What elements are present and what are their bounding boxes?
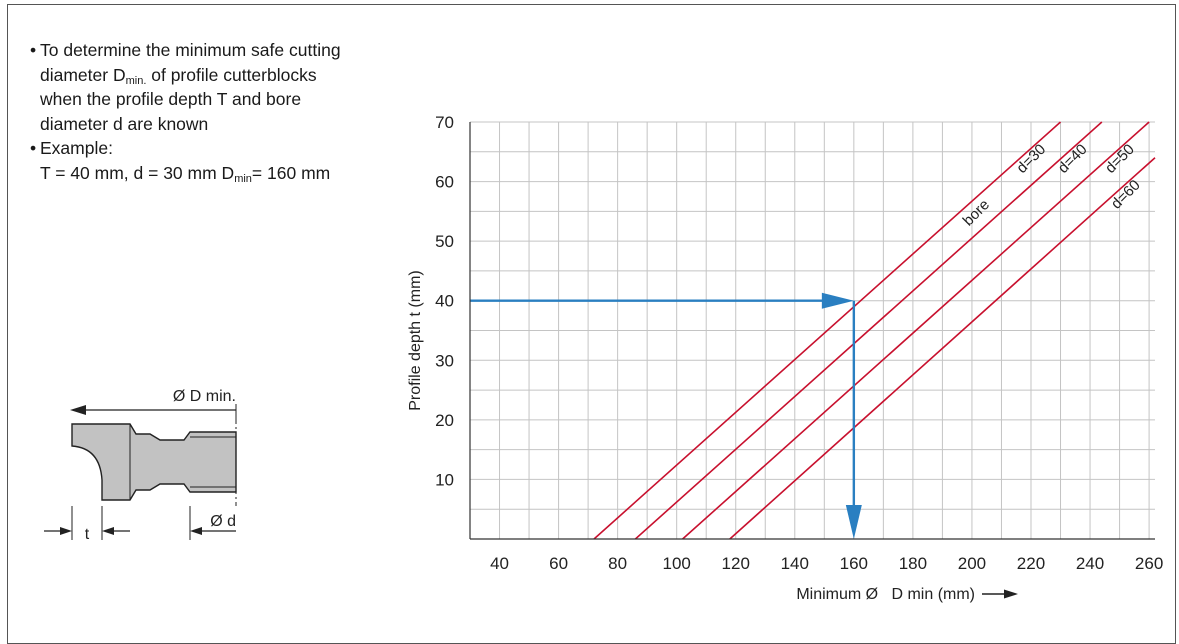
outer-diameter-label: Ø D min. — [173, 388, 236, 405]
description-text: • To determine the minimum safe cutting di… — [30, 38, 420, 185]
example-arrows — [470, 292, 862, 539]
x-tick-label: 120 — [722, 554, 750, 573]
y-tick-labels: 10 20 30 40 50 60 70 — [435, 113, 454, 489]
description-line: • To determine the minimum safe cutting — [30, 38, 420, 63]
subscript: min. — [125, 74, 147, 87]
cutterblock-diagram: Ø D min. t Ø d — [44, 388, 237, 543]
description-text-run: diameter D — [40, 64, 126, 85]
description-text-run: T = 40 mm, d = 30 mm D — [40, 162, 235, 183]
y-tick-label: 40 — [435, 292, 454, 311]
example-arrowhead-vertical — [845, 505, 862, 539]
x-axis-label: Minimum Ø D min (mm) — [796, 586, 975, 603]
description-text-run: To determine the minimum safe cutting — [40, 40, 341, 60]
series-line — [634, 121, 1103, 540]
series-line — [593, 121, 1062, 540]
bore-diameter-label: Ø d — [210, 513, 236, 530]
series-line — [682, 121, 1150, 540]
x-axis-arrow — [982, 589, 1018, 599]
grid — [470, 121, 1155, 539]
x-tick-label: 80 — [608, 554, 627, 573]
y-tick-label: 70 — [435, 113, 454, 132]
y-tick-label: 30 — [435, 351, 454, 370]
x-tick-label: 200 — [958, 554, 986, 573]
x-tick-label: 100 — [662, 554, 690, 573]
series-line — [729, 157, 1156, 540]
description-text-run: of profile cutterblocks — [146, 64, 317, 85]
axes — [469, 122, 1155, 540]
example-arrowhead-horizontal — [821, 292, 854, 309]
x-tick-label: 260 — [1135, 554, 1163, 573]
subscript: min — [234, 172, 252, 185]
description-line: diameter d are known — [30, 112, 420, 137]
bore-dimension — [189, 506, 236, 540]
x-tick-label: 220 — [1017, 554, 1045, 573]
x-tick-label: 60 — [549, 554, 568, 573]
x-tick-label: 240 — [1076, 554, 1104, 573]
depth-label: t — [85, 526, 90, 543]
x-tick-label: 140 — [781, 554, 809, 573]
y-axis-label: Profile depth t (mm) — [407, 270, 424, 410]
description-text-run: = 160 mm — [251, 162, 331, 183]
x-tick-label: 160 — [840, 554, 868, 573]
cutterblock-body — [71, 418, 237, 506]
x-tick-label: 180 — [899, 554, 927, 573]
description-line: diameter Dmin. of profile cutterblocks — [30, 63, 420, 88]
y-tick-label: 20 — [435, 411, 454, 430]
bullet-marker: • — [30, 138, 37, 158]
x-tick-labels: 40 60 80 100 120 140 160 180 200 220 240 260 — [490, 554, 1163, 573]
description-text-run: when the profile depth T and bore — [40, 89, 302, 109]
y-tick-label: 10 — [435, 470, 454, 489]
depth-dimension — [44, 506, 130, 540]
y-tick-label: 50 — [435, 232, 454, 251]
bullet-marker: • — [30, 40, 37, 60]
y-tick-label: 60 — [435, 173, 454, 192]
description-line: • Example: — [30, 136, 420, 161]
description-line: T = 40 mm, d = 30 mm Dmin= 160 mm — [30, 161, 420, 186]
diameter-dimension-arrow — [70, 404, 237, 420]
description-line: when the profile depth T and bore — [30, 87, 420, 112]
description-text-run: diameter d are known — [40, 113, 209, 134]
series-lines — [593, 121, 1156, 540]
x-tick-label: 40 — [490, 554, 509, 573]
description-text-run: Example: — [40, 138, 113, 158]
